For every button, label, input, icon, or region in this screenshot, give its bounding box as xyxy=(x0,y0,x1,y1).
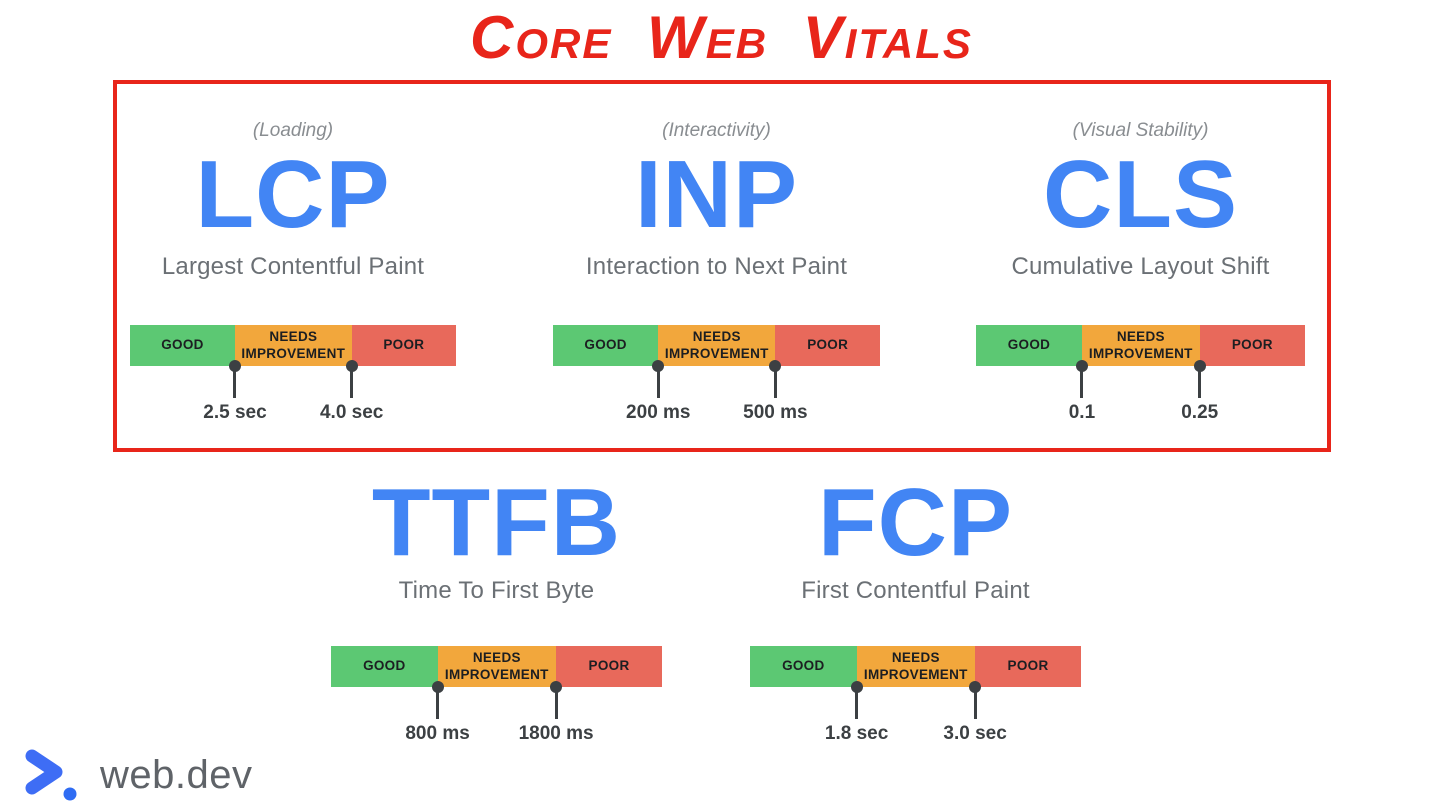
upper-threshold-label: 1800 ms xyxy=(518,723,594,744)
marker-dot xyxy=(969,681,982,693)
scale-bar: GOOD NEEDS IMPROVEMENT POOR xyxy=(130,325,456,366)
marker-dot xyxy=(431,681,444,693)
marker-dot xyxy=(850,681,863,693)
metric-name: Largest Contentful Paint xyxy=(161,253,425,280)
marker-dot xyxy=(550,681,563,693)
metric-acronym: LCP xyxy=(195,141,391,248)
metric-category: (Visual Stability) xyxy=(1072,120,1209,141)
webdev-wordmark: web.dev xyxy=(100,753,253,797)
metric-acronym: INP xyxy=(634,141,799,248)
webdev-brand: web.dev xyxy=(24,748,252,802)
segment-needs-improvement: NEEDS IMPROVEMENT xyxy=(658,325,776,366)
page-title: Core Web Vitals xyxy=(470,4,973,71)
metric-name: Cumulative Layout Shift xyxy=(1011,253,1270,280)
segment-poor: POOR xyxy=(351,325,456,366)
segment-good: GOOD xyxy=(553,325,659,366)
metric-acronym: CLS xyxy=(1043,141,1238,248)
marker-dot xyxy=(345,360,358,372)
threshold-scale: GOOD NEEDS IMPROVEMENT POOR 200 ms 500 m… xyxy=(553,325,880,445)
marker-stem xyxy=(973,691,977,719)
metric-category: (Loading) xyxy=(252,120,334,141)
marker-dot xyxy=(769,360,782,372)
marker-stem xyxy=(233,370,237,398)
webdev-logo-icon xyxy=(24,748,78,802)
marker-stem xyxy=(1198,370,1202,398)
segment-poor: POOR xyxy=(1199,325,1305,366)
segment-needs-improvement: NEEDS IMPROVEMENT xyxy=(856,646,976,687)
metric-acronym: FCP xyxy=(818,469,1013,576)
scale-bar: GOOD NEEDS IMPROVEMENT POOR xyxy=(553,325,880,366)
segment-needs-improvement: NEEDS IMPROVEMENT xyxy=(437,646,557,687)
lower-threshold-label: 200 ms xyxy=(626,402,691,423)
metric-acronym: TTFB xyxy=(371,469,622,576)
threshold-scale: GOOD NEEDS IMPROVEMENT POOR 0.1 0.25 xyxy=(976,325,1305,445)
threshold-scale: GOOD NEEDS IMPROVEMENT POOR 1.8 sec 3.0 … xyxy=(750,646,1081,766)
marker-stem xyxy=(855,691,859,719)
marker-stem xyxy=(350,370,354,398)
marker-dot xyxy=(652,360,665,372)
marker-stem xyxy=(554,691,558,719)
marker-stem xyxy=(436,691,440,719)
segment-good: GOOD xyxy=(331,646,438,687)
upper-threshold-label: 3.0 sec xyxy=(943,723,1007,744)
upper-threshold-label: 0.25 xyxy=(1181,402,1219,423)
marker-dot xyxy=(228,360,241,372)
segment-good: GOOD xyxy=(976,325,1082,366)
scale-bar: GOOD NEEDS IMPROVEMENT POOR xyxy=(976,325,1305,366)
marker-stem xyxy=(656,370,660,398)
segment-good: GOOD xyxy=(130,325,235,366)
metric-name: Time To First Byte xyxy=(398,577,595,604)
marker-dot xyxy=(1075,360,1088,372)
segment-poor: POOR xyxy=(975,646,1081,687)
lower-threshold-label: 2.5 sec xyxy=(203,402,267,423)
core-vitals-frame xyxy=(113,80,1331,452)
marker-stem xyxy=(773,370,777,398)
marker-dot xyxy=(1193,360,1206,372)
segment-good: GOOD xyxy=(750,646,857,687)
scale-bar: GOOD NEEDS IMPROVEMENT POOR xyxy=(331,646,662,687)
segment-poor: POOR xyxy=(556,646,662,687)
segment-poor: POOR xyxy=(775,325,880,366)
threshold-scale: GOOD NEEDS IMPROVEMENT POOR 2.5 sec 4.0 … xyxy=(130,325,456,445)
scale-bar: GOOD NEEDS IMPROVEMENT POOR xyxy=(750,646,1081,687)
lower-threshold-label: 1.8 sec xyxy=(824,723,889,744)
upper-threshold-label: 4.0 sec xyxy=(319,402,384,423)
metric-name: First Contentful Paint xyxy=(801,577,1030,604)
segment-needs-improvement: NEEDS IMPROVEMENT xyxy=(234,325,352,366)
lower-threshold-label: 0.1 xyxy=(1068,402,1096,423)
lower-threshold-label: 800 ms xyxy=(405,723,470,744)
upper-threshold-label: 500 ms xyxy=(743,402,808,423)
marker-stem xyxy=(1080,370,1084,398)
metric-category: (Interactivity) xyxy=(662,120,771,141)
segment-needs-improvement: NEEDS IMPROVEMENT xyxy=(1081,325,1200,366)
metric-name: Interaction to Next Paint xyxy=(585,253,848,280)
threshold-scale: GOOD NEEDS IMPROVEMENT POOR 800 ms 1800 … xyxy=(331,646,662,766)
